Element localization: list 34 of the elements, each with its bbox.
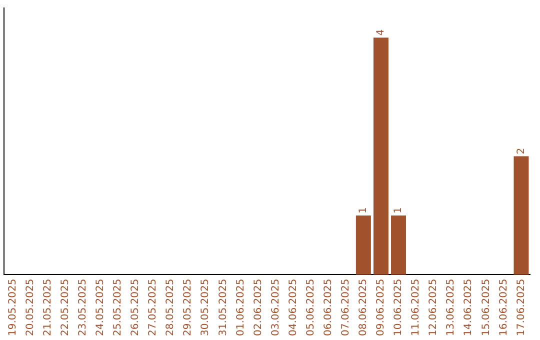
x-tick-label: 14.06.2025 (463, 278, 474, 336)
x-tick-label: 26.05.2025 (130, 278, 142, 336)
x-tick-label: 23.05.2025 (77, 278, 88, 336)
x-tick-label: 13.06.2025 (446, 278, 457, 336)
x-tick-label: 20.05.2025 (24, 278, 36, 336)
x-tick-label: 11.06.2025 (410, 278, 422, 336)
x-tick-label: 02.06.2025 (252, 278, 264, 336)
x-tick-label: 17.06.2025 (516, 278, 527, 336)
x-tick-label: 07.06.2025 (340, 278, 352, 336)
x-tick-label: 31.05.2025 (218, 278, 229, 336)
x-tick-label: 25.05.2025 (112, 278, 124, 336)
x-tick-label: 27.05.2025 (148, 278, 159, 336)
x-tick-label: 01.06.2025 (235, 278, 246, 336)
x-tick-label: 12.06.2025 (428, 278, 440, 336)
x-tick-label: 29.05.2025 (182, 278, 194, 336)
x-tick-label: 09.06.2025 (376, 278, 387, 336)
x-tick-label: 19.05.2025 (7, 278, 18, 336)
data-label: 4 (376, 29, 387, 36)
x-tick-label: 03.06.2025 (270, 278, 282, 336)
x-tick-label: 05.06.2025 (305, 278, 316, 336)
x-tick-label: 08.06.2025 (358, 278, 370, 336)
x-tick-label: 22.05.2025 (60, 278, 71, 336)
data-label: 1 (358, 207, 370, 214)
x-tick-label: 21.05.2025 (42, 278, 54, 336)
x-tick-label: 30.05.2025 (200, 278, 212, 336)
x-tick-label: 04.06.2025 (288, 278, 299, 336)
data-label: 2 (516, 148, 527, 154)
x-tick-label: 10.06.2025 (393, 278, 404, 336)
x-tick-label: 06.06.2025 (322, 278, 334, 336)
x-tick-label: 15.06.2025 (480, 278, 492, 336)
x-tick-label: 28.05.2025 (165, 278, 176, 336)
data-label: 1 (393, 207, 404, 214)
x-tick-label: 24.05.2025 (95, 278, 106, 336)
x-tick-label: 16.06.2025 (498, 278, 510, 336)
